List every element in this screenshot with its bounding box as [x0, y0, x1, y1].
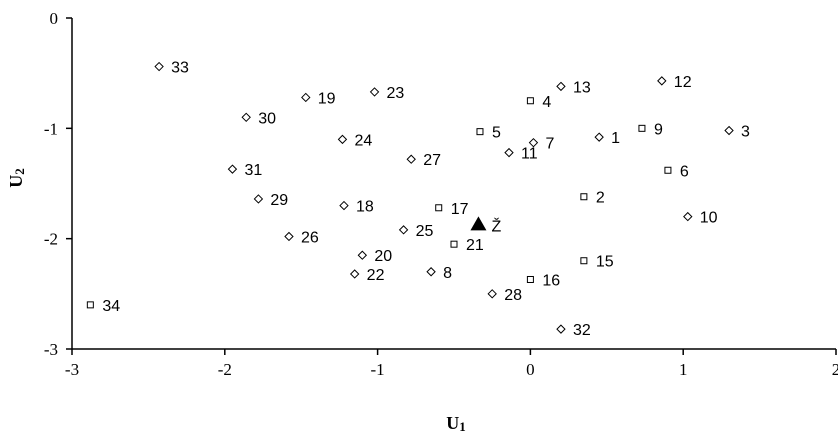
data-point-diamond: [504, 147, 514, 158]
point-label: 29: [270, 192, 288, 209]
data-point-square: [638, 124, 646, 132]
point-label: 21: [466, 237, 484, 254]
point-label: 8: [443, 265, 452, 282]
point-label: 15: [596, 254, 614, 271]
data-point-diamond: [154, 61, 164, 72]
point-label: 25: [416, 223, 434, 240]
data-point-diamond: [724, 125, 734, 136]
data-point-square: [86, 301, 94, 309]
y-tick-label: 0: [50, 9, 59, 28]
axes: [71, 18, 836, 350]
point-label: 2: [596, 190, 605, 207]
point-label: 6: [680, 163, 689, 180]
point-label: 12: [674, 74, 692, 91]
data-point-diamond: [339, 200, 349, 211]
point-label: 22: [367, 267, 385, 284]
tick-labels: -3 -2 -1 0 1 20-1-2-3: [44, 9, 838, 379]
y-axis-title: U2: [6, 168, 27, 188]
data-point-diamond: [253, 194, 264, 204]
data-point-diamond: [594, 132, 604, 142]
y-tick-label: -2: [44, 230, 58, 249]
data-point-diamond: [406, 154, 416, 164]
x-tick-label: 0: [526, 360, 535, 379]
data-point-square: [435, 204, 443, 212]
point-label: 34: [102, 298, 120, 315]
data-point-diamond: [683, 211, 693, 222]
x-tick-label: -1: [371, 360, 385, 379]
point-label: 20: [374, 248, 392, 265]
point-label: 7: [545, 136, 554, 153]
highlight-point-label: Ž: [491, 216, 501, 235]
data-point-diamond: [227, 164, 238, 174]
data-point-diamond: [426, 267, 436, 277]
data-point-diamond: [301, 92, 311, 103]
data-point-diamond: [357, 250, 368, 260]
point-label: 4: [542, 94, 551, 111]
point-label: 11: [521, 146, 538, 163]
point-label: 28: [504, 287, 522, 304]
data-point-diamond: [556, 324, 566, 334]
data-point-diamond: [528, 137, 539, 148]
point-label: 30: [258, 110, 276, 127]
x-tick-label: -2: [218, 360, 232, 379]
point-label: 27: [423, 152, 441, 169]
data-point-diamond: [556, 81, 566, 92]
data-point-diamond: [369, 87, 380, 97]
tick-marks: [66, 17, 837, 355]
point-label: 24: [354, 132, 372, 149]
x-axis-title: U1: [446, 413, 466, 434]
y-tick-label: -3: [44, 340, 58, 359]
data-point-diamond: [284, 231, 294, 242]
data-point-square: [526, 97, 534, 105]
point-label: 1: [611, 130, 620, 147]
highlight-triangle-marker: [470, 216, 487, 231]
point-label: 3: [741, 124, 750, 141]
point-labels: 1234567891011121315161718192021222324252…: [102, 60, 750, 340]
point-label: 32: [573, 322, 591, 339]
data-point-diamond: [657, 76, 667, 86]
data-point-square: [476, 128, 484, 136]
point-label: 17: [451, 201, 469, 218]
point-label: 18: [356, 199, 374, 216]
point-label: 9: [654, 121, 663, 138]
x-tick-label: -3: [65, 360, 79, 379]
point-label: 33: [171, 60, 189, 77]
x-tick-label: 2: [832, 360, 838, 379]
data-point-diamond: [241, 112, 251, 123]
x-tick-label: 1: [679, 360, 688, 379]
data-point-square: [450, 240, 458, 248]
data-point-diamond: [487, 289, 497, 299]
point-label: 31: [244, 162, 262, 179]
data-point-square: [526, 275, 534, 283]
point-label: 26: [301, 229, 319, 246]
point-label: 13: [573, 79, 591, 96]
point-label: 10: [700, 210, 718, 227]
point-label: 5: [492, 125, 501, 142]
point-label: 23: [387, 85, 405, 102]
data-point-square: [580, 193, 588, 201]
point-label: 16: [542, 272, 560, 289]
data-points: [86, 61, 734, 334]
data-point-square: [580, 257, 588, 265]
data-point-square: [664, 166, 672, 174]
data-point-diamond: [398, 225, 409, 235]
data-point-diamond: [337, 134, 348, 145]
data-point-diamond: [349, 269, 360, 279]
y-tick-label: -1: [44, 119, 58, 138]
point-label: 19: [318, 90, 336, 107]
